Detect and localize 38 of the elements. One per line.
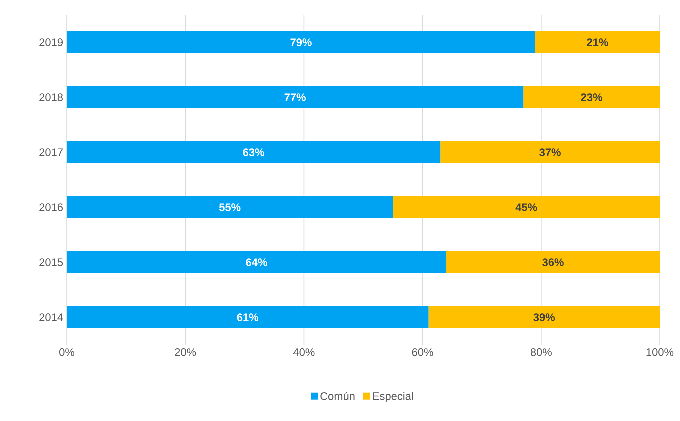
y-tick-label: 2014 (40, 314, 64, 322)
data-label: 36% (542, 258, 564, 266)
data-label: 63% (243, 148, 264, 156)
data-label: 64% (246, 258, 268, 266)
bar (440, 142, 660, 164)
data-label: 77% (284, 94, 306, 102)
x-tick-label: 20% (175, 348, 196, 356)
bar (67, 252, 447, 274)
data-label: 39% (534, 314, 556, 322)
x-tick-label: 80% (530, 348, 552, 356)
data-label: 55% (219, 204, 241, 212)
y-tick-label: 2016 (40, 204, 63, 212)
bar (428, 306, 660, 329)
bar (67, 306, 429, 329)
y-tick-label: 2015 (40, 258, 64, 266)
data-label: 45% (516, 204, 538, 212)
bar (524, 86, 660, 109)
legend-label: Común (320, 392, 355, 400)
bar (67, 32, 536, 54)
y-tick-label: 2017 (40, 148, 63, 156)
data-label: 23% (581, 94, 602, 102)
data-label: 21% (587, 38, 608, 46)
x-tick-label: 100% (646, 348, 674, 356)
bar (446, 252, 660, 274)
bar (535, 32, 660, 54)
data-label: 61% (237, 314, 259, 322)
x-tick-label: 0% (60, 348, 75, 356)
bar (67, 196, 394, 219)
bar (67, 86, 524, 109)
bar (67, 142, 441, 164)
data-label: 37% (540, 148, 561, 156)
x-tick-label: 60% (412, 348, 434, 356)
bar (393, 196, 660, 219)
y-tick-label: 2018 (40, 94, 63, 102)
y-tick-label: 2019 (40, 38, 63, 46)
data-label: 79% (290, 38, 312, 46)
legend-label: Especial (373, 392, 414, 402)
x-tick-label: 40% (293, 348, 315, 356)
